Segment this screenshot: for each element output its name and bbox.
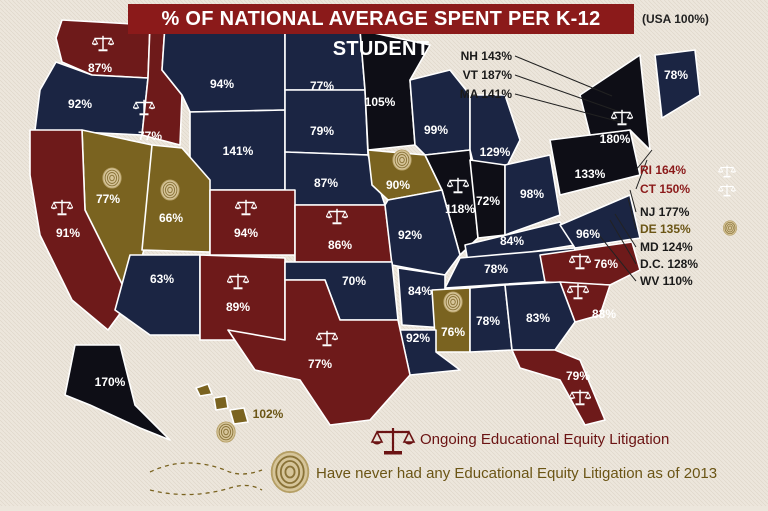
callout-leader-line: [635, 149, 653, 171]
state-value-ak: 170%: [95, 375, 126, 389]
state-value-pa: 133%: [575, 167, 606, 181]
callout-leader-line: [609, 219, 637, 265]
state-value-va: 96%: [576, 227, 600, 241]
state-me: [654, 49, 701, 119]
state-ca: [29, 129, 131, 331]
state-wi: [409, 69, 471, 156]
callout-label: NH 143%: [461, 49, 513, 63]
state-nm: [199, 254, 286, 341]
state-value-in: 72%: [476, 194, 500, 208]
state-az: [114, 254, 201, 336]
state-oh: [504, 154, 561, 236]
state-value-ky: 84%: [500, 234, 524, 248]
state-value-il: 118%: [445, 202, 475, 216]
state-value-wa: 87%: [88, 61, 112, 75]
callout-label: RI 164%: [640, 163, 686, 177]
state-value-oh: 98%: [520, 187, 544, 201]
callout-leader-line: [627, 197, 637, 230]
state-co: [209, 189, 296, 256]
state-value-mi: 129%: [480, 145, 511, 159]
national-average-note: (USA 100%): [642, 12, 709, 26]
map-title: % OF NATIONAL AVERAGE SPENT PER K-12 STU…: [128, 4, 634, 60]
callout-label: WV 110%: [640, 274, 693, 288]
state-value-ne: 87%: [314, 176, 338, 190]
thumbprint-icon: [216, 421, 236, 443]
callout-label: DE 135%: [640, 222, 691, 236]
callout-leader-line: [514, 93, 629, 125]
state-value-or: 92%: [68, 97, 92, 111]
state-value-nd: 77%: [310, 79, 334, 93]
state-value-tn: 78%: [484, 262, 508, 276]
state-value-ms: 76%: [441, 325, 465, 339]
callout-label: NJ 177%: [640, 205, 690, 219]
thumbprint-icon: [722, 220, 738, 236]
legend-never-label: Have never had any Educational Equity Li…: [316, 465, 718, 482]
state-value-ny: 180%: [600, 132, 631, 146]
state-value-ut: 66%: [159, 211, 183, 225]
state-value-ok: 70%: [342, 274, 366, 288]
state-ny: [579, 54, 651, 151]
callout-label: D.C. 128%: [640, 257, 698, 271]
state-nc: [539, 241, 641, 286]
callout-leader-line: [514, 55, 613, 97]
thumbprint-icon: [443, 291, 463, 313]
state-value-sd: 79%: [310, 124, 334, 138]
state-value-fl: 79%: [566, 369, 590, 383]
state-value-la: 92%: [406, 331, 430, 345]
state-va: [559, 194, 641, 249]
state-sd: [284, 89, 369, 156]
state-hi: [195, 383, 249, 425]
state-value-mt: 94%: [210, 77, 234, 91]
state-value-mn: 105%: [365, 95, 396, 109]
callout-leader-line: [594, 229, 637, 282]
state-value-hi: 102%: [253, 407, 284, 421]
legend-scales-dark-icon: [370, 428, 416, 455]
state-fl: [511, 349, 606, 426]
state-tx: [227, 279, 411, 426]
callout-label: MD 124%: [640, 240, 693, 254]
state-value-id: 77%: [138, 129, 162, 143]
state-value-co: 94%: [234, 226, 258, 240]
callout-leader-line: [629, 189, 637, 213]
state-value-ia: 90%: [386, 178, 410, 192]
state-value-nv: 77%: [96, 192, 120, 206]
state-ga: [504, 281, 576, 351]
callout-label: CT 150%: [640, 182, 690, 196]
state-value-tx: 77%: [308, 357, 332, 371]
state-value-nm: 89%: [226, 300, 250, 314]
callout-leader-line: [635, 159, 648, 190]
state-value-me: 78%: [664, 68, 688, 82]
state-value-ca: 91%: [56, 226, 80, 240]
state-ks: [294, 204, 393, 263]
state-value-sc: 83%: [592, 307, 616, 321]
legend-litigation-label: Ongoing Educational Equity Litigation: [420, 431, 670, 448]
state-value-mo: 92%: [398, 228, 422, 242]
state-value-az: 63%: [150, 272, 174, 286]
callout-leader-line: [514, 74, 621, 113]
state-value-wy: 141%: [223, 144, 254, 158]
state-value-ga: 83%: [526, 311, 550, 325]
state-value-ks: 86%: [328, 238, 352, 252]
state-value-nc: 76%: [594, 257, 618, 271]
state-ak: [64, 344, 171, 441]
thumbprint-icon: [160, 179, 180, 201]
state-value-wi: 99%: [424, 123, 448, 137]
callout-label: VT 187%: [463, 68, 513, 82]
legend-thumbprint-icon: [270, 450, 310, 494]
thumbprint-icon: [102, 167, 122, 189]
callout-leader-line: [614, 213, 637, 248]
state-value-al: 78%: [476, 314, 500, 328]
callout-label: MA 141%: [460, 87, 513, 101]
thumbprint-icon: [392, 149, 412, 171]
decorative-dashed-path: [149, 484, 263, 496]
state-value-ar: 84%: [408, 284, 432, 298]
